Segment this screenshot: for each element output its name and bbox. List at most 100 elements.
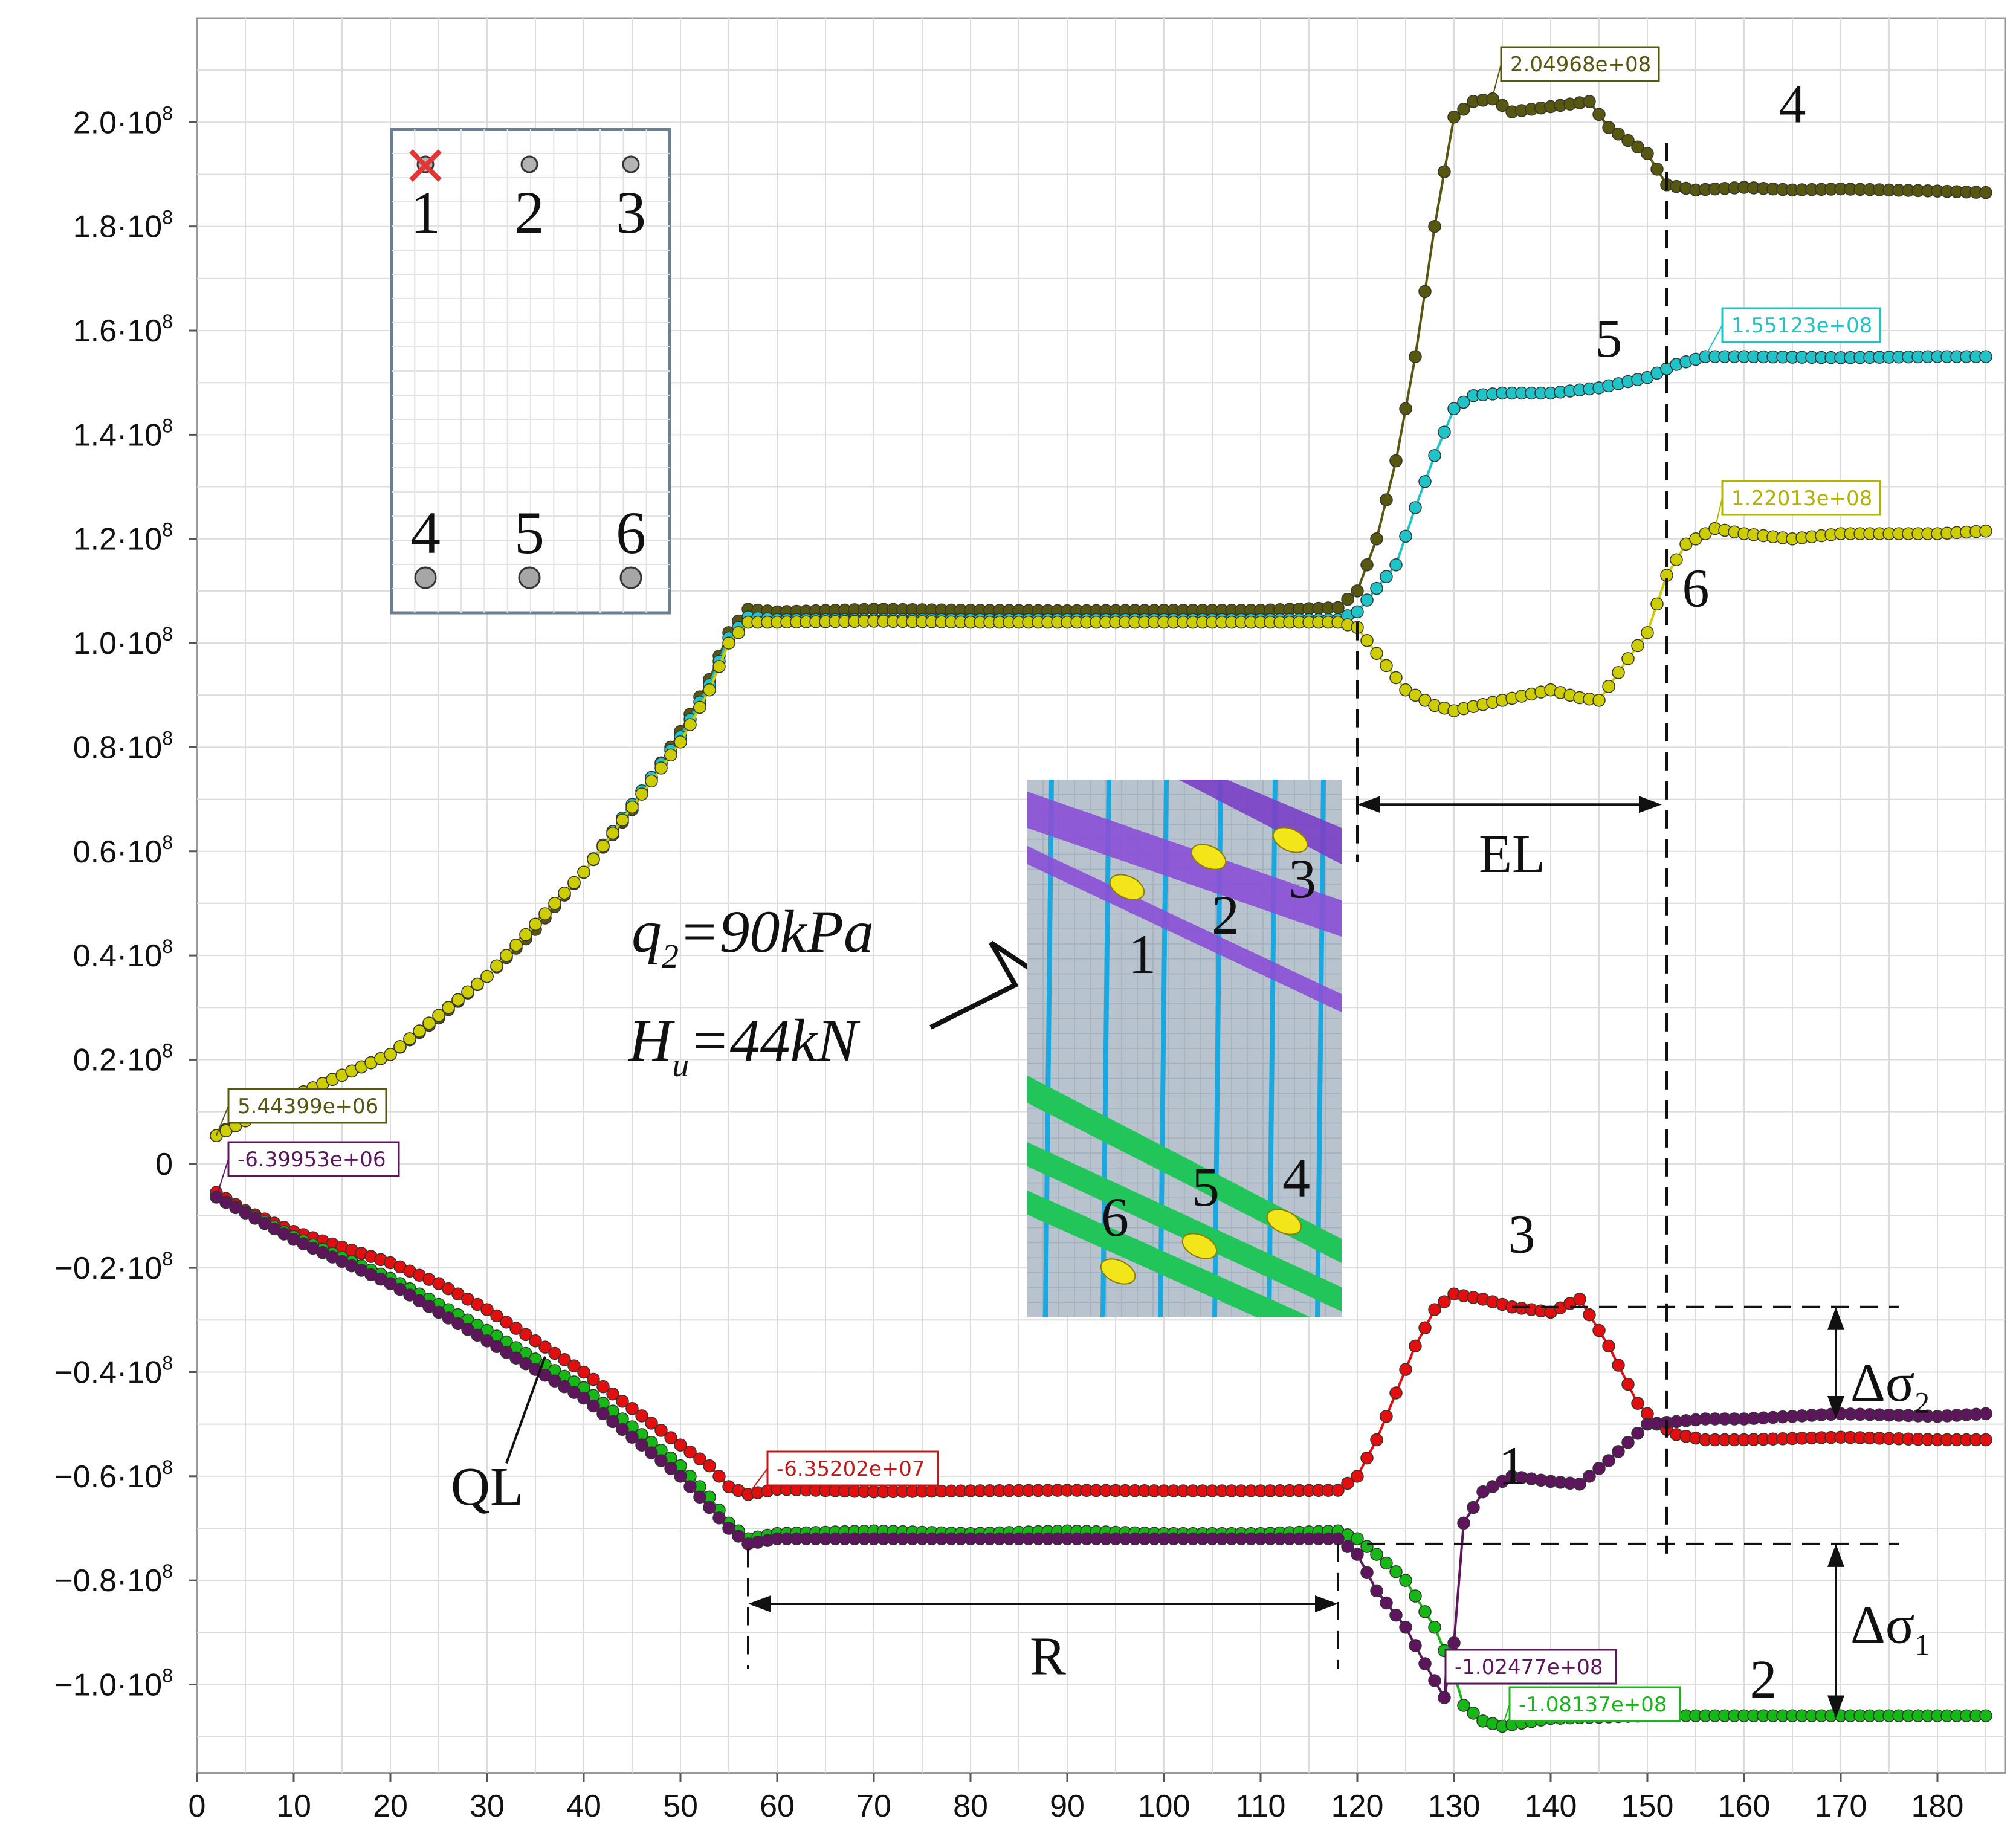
- load-h-label: Hu=44kN: [627, 1007, 861, 1084]
- y-tick-label: 1.4·108: [73, 415, 173, 453]
- bottom-bar: [1027, 1191, 1311, 1317]
- model-label-5: 5: [1192, 1156, 1220, 1218]
- data-point: [567, 876, 581, 890]
- y-tick-label: −1.0·108: [54, 1665, 173, 1703]
- data-point: [1418, 475, 1432, 488]
- data-point: [703, 1459, 716, 1473]
- load-q-label: q2=90kPa: [632, 898, 874, 975]
- data-point: [722, 636, 735, 650]
- callout-value: -1.02477e+08: [1455, 1655, 1603, 1679]
- data-point: [442, 1001, 455, 1015]
- callout-leader: [1502, 1704, 1510, 1727]
- data-point: [1467, 1707, 1480, 1720]
- data-point: [1331, 1484, 1345, 1497]
- y-tick-label: 0.6·108: [73, 832, 173, 870]
- y-tick-label: 1.2·108: [73, 519, 173, 557]
- data-point: [1418, 1657, 1432, 1670]
- data-point: [548, 897, 561, 910]
- top-bar: [1027, 792, 1342, 937]
- data-point: [1331, 601, 1345, 615]
- y-tick-label: 2.0·108: [73, 102, 173, 140]
- callout-value: 1.22013e+08: [1731, 486, 1872, 511]
- strain-gauge-icon: [1272, 827, 1308, 853]
- data-point: [1602, 121, 1615, 134]
- data-point: [683, 1445, 697, 1459]
- dsigma2-label: Δσ2: [1850, 1353, 1930, 1420]
- callout-box: [1721, 307, 1881, 343]
- data-point: [519, 1328, 532, 1342]
- data-point: [1592, 1462, 1606, 1475]
- arrow-head: [1827, 1695, 1844, 1719]
- data-point: [606, 826, 619, 840]
- callout-leader: [1714, 497, 1723, 529]
- data-point: [1409, 1639, 1422, 1652]
- data-point: [1631, 639, 1644, 653]
- data-point: [490, 959, 503, 973]
- callout-box: [227, 1141, 400, 1177]
- data-point: [509, 1351, 523, 1365]
- data-point: [1399, 1574, 1412, 1587]
- x-tick-label: 50: [663, 1789, 698, 1824]
- data-point: [1409, 501, 1422, 514]
- data-point: [500, 1315, 513, 1329]
- data-point: [732, 626, 745, 639]
- arrow-head: [1639, 796, 1662, 813]
- x-tick-label: 90: [1050, 1789, 1085, 1824]
- data-point: [654, 1424, 668, 1437]
- data-point: [674, 1470, 687, 1483]
- data-point: [1447, 1636, 1461, 1650]
- data-point: [1341, 1476, 1354, 1490]
- callout-value: 1.55123e+08: [1731, 314, 1872, 338]
- arrow-head: [1827, 1396, 1844, 1420]
- callout-box: [1508, 1686, 1681, 1722]
- data-point: [1380, 570, 1393, 583]
- data-point: [664, 1462, 677, 1475]
- callout-value: -1.08137e+08: [1519, 1693, 1667, 1717]
- x-tick-label: 10: [276, 1789, 311, 1824]
- x-tick-label: 20: [373, 1789, 408, 1824]
- data-point: [461, 985, 474, 999]
- data-point: [567, 1386, 581, 1399]
- data-point: [558, 1353, 571, 1366]
- el-label: EL: [1479, 824, 1545, 884]
- data-point: [422, 1300, 436, 1313]
- data-point: [529, 1334, 542, 1348]
- data-point: [1418, 1321, 1432, 1334]
- y-tick-label: 0: [155, 1147, 173, 1182]
- data-point: [1641, 147, 1654, 160]
- data-point: [645, 1417, 658, 1430]
- data-point: [1447, 402, 1461, 416]
- data-point: [674, 735, 687, 749]
- value-callout: 1.22013e+08: [1714, 480, 1881, 529]
- data-point: [1438, 425, 1451, 439]
- data-point: [1979, 525, 1992, 538]
- x-tick-label: 70: [856, 1789, 891, 1824]
- bar-circle: [520, 155, 538, 173]
- data-point: [500, 949, 513, 962]
- data-point: [1641, 626, 1654, 639]
- data-point: [1602, 1454, 1615, 1467]
- data-point: [683, 718, 697, 731]
- ql-label: QL: [451, 1457, 523, 1517]
- data-point: [683, 1480, 697, 1493]
- data-point: [1612, 1445, 1625, 1458]
- callout-box: [1500, 46, 1660, 82]
- data-point: [693, 700, 706, 714]
- x-tick-label: 80: [953, 1789, 988, 1824]
- data-point: [712, 1470, 726, 1483]
- bar-circle: [414, 566, 437, 589]
- data-point: [1631, 1426, 1644, 1440]
- data-point: [1467, 1501, 1480, 1514]
- y-tick-label: 0.8·108: [73, 727, 173, 765]
- data-point: [703, 683, 716, 697]
- data-point: [1399, 1363, 1412, 1376]
- data-point: [538, 1340, 552, 1354]
- data-point: [1621, 134, 1635, 147]
- data-point: [1583, 1470, 1596, 1483]
- callout-leader: [1492, 63, 1502, 97]
- callout-leader: [216, 1105, 229, 1136]
- data-point: [616, 813, 629, 827]
- data-point: [1380, 1409, 1393, 1423]
- data-point: [596, 1407, 610, 1421]
- value-callouts: 2.04968e+08 1.55123e+08 1.22013e+08 5.44399…: [216, 46, 1881, 1727]
